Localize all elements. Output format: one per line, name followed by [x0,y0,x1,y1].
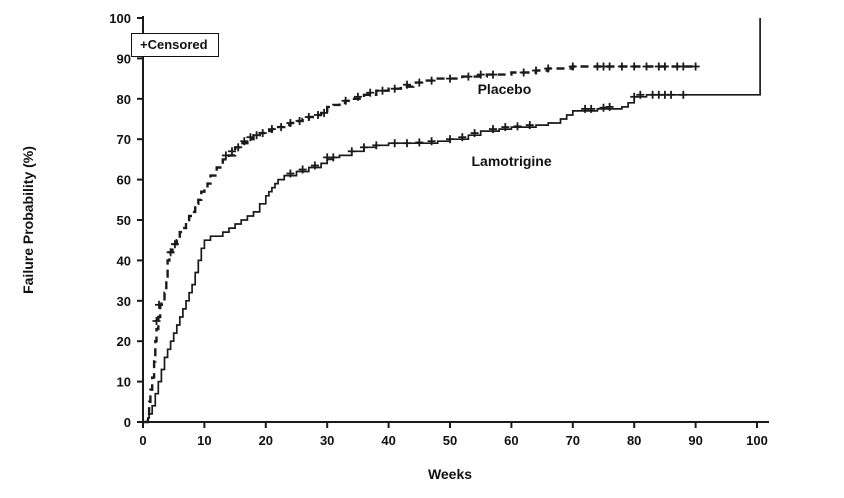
y-tick-label: 90 [117,51,131,66]
series-label-placebo: Placebo [477,80,532,97]
x-tick-label: 50 [443,433,457,448]
series-line-lamotrigine [143,18,761,423]
x-tick-label: 100 [746,433,768,448]
x-tick-label: 30 [320,433,334,448]
x-tick-label: 10 [197,433,211,448]
y-tick-label: 60 [117,173,131,188]
y-tick-label: 80 [117,92,131,107]
x-tick-label: 90 [688,433,702,448]
x-tick-label: 80 [627,433,641,448]
x-tick-label: 60 [504,433,518,448]
y-tick-label: 0 [124,415,131,430]
censored-legend: +Censored [131,33,219,57]
series-label-lamotrigine: Lamotrigine [471,153,552,170]
x-tick-label: 70 [566,433,580,448]
x-tick-label: 20 [259,433,273,448]
y-tick-label: 100 [109,11,131,26]
x-tick-label: 0 [139,433,146,448]
series-line-placebo [143,65,696,424]
y-axis-label: Failure Probability (%) [20,146,36,294]
y-tick-label: 10 [117,375,131,390]
y-tick-label: 40 [117,253,131,268]
x-axis-label: Weeks [427,466,473,482]
y-tick-label: 70 [117,132,131,147]
y-tick-label: 50 [117,213,131,228]
y-tick-label: 20 [117,334,131,349]
censored-legend-label: +Censored [140,37,208,52]
y-tick-label: 30 [117,294,131,309]
x-tick-label: 40 [381,433,395,448]
